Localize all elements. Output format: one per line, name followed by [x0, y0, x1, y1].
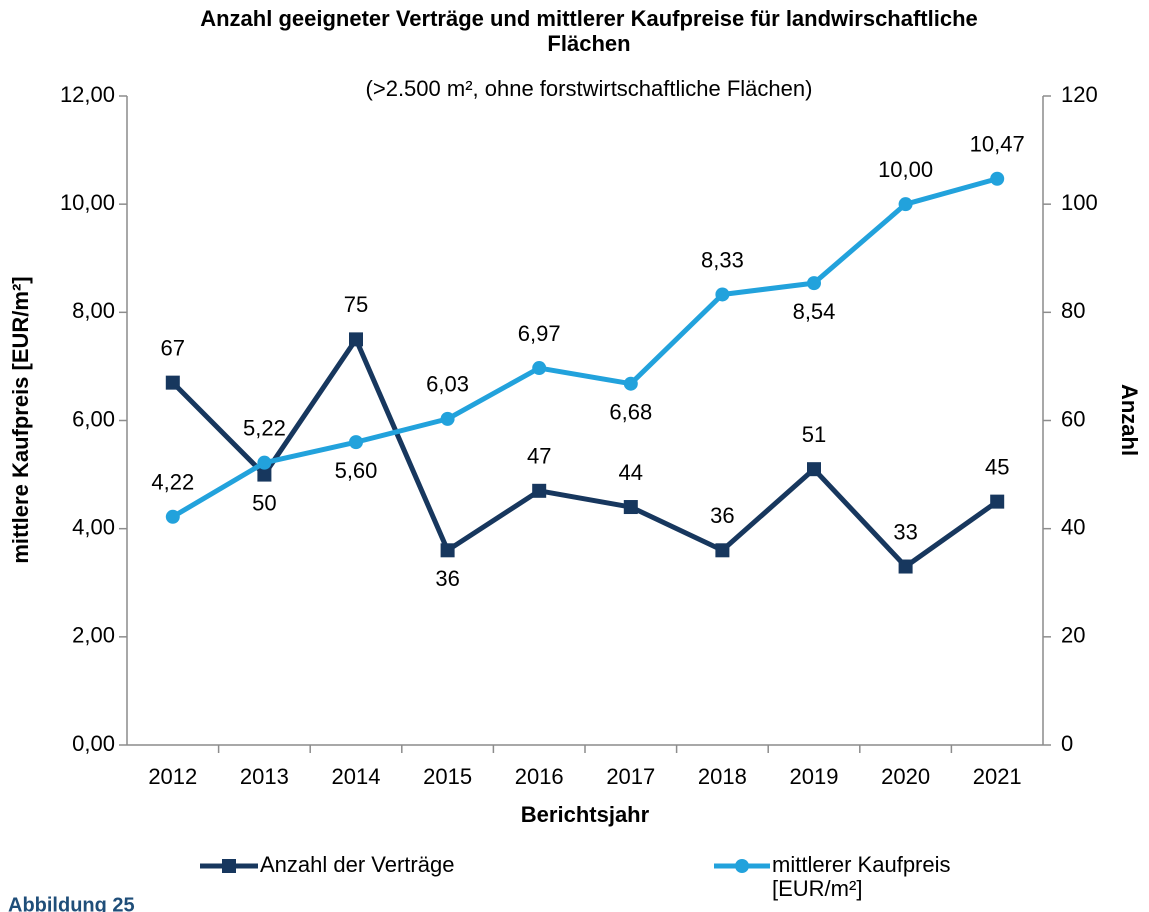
- y2-axis-label: Anzahl: [1117, 384, 1142, 456]
- y-tick-label: 8,00: [72, 298, 115, 323]
- x-tick-label: 2018: [698, 764, 747, 789]
- marker: [257, 455, 272, 470]
- marker: [440, 411, 455, 426]
- marker: [990, 171, 1005, 186]
- x-tick-label: 2013: [240, 764, 289, 789]
- series-line: [171, 336, 999, 570]
- y-axis-label: mittlere Kaufpreis [EUR/m²]: [8, 276, 33, 563]
- marker: [807, 276, 821, 291]
- marker: [222, 859, 236, 873]
- data-label: 75: [344, 292, 368, 317]
- marker: [715, 543, 730, 558]
- data-label: 8,33: [701, 247, 744, 272]
- data-label: 10,47: [970, 132, 1025, 157]
- marker: [898, 559, 913, 574]
- x-tick-label: 2014: [332, 764, 381, 789]
- marker: [349, 435, 363, 450]
- y2-tick-label: 100: [1061, 190, 1098, 215]
- x-tick-label: 2015: [423, 764, 472, 789]
- data-label: 36: [710, 503, 734, 528]
- x-tick-label: 2020: [881, 764, 930, 789]
- marker: [623, 500, 638, 515]
- marker: [623, 376, 638, 391]
- legend-label: mittlerer Kaufpreis [EUR/m²]: [772, 852, 951, 901]
- data-label: 47: [527, 444, 551, 469]
- data-label: 6,68: [609, 400, 652, 425]
- caption: Abbildung 25: [8, 894, 135, 912]
- data-label: 51: [802, 422, 826, 447]
- data-label: 44: [619, 460, 643, 485]
- x-tick-label: 2012: [148, 764, 197, 789]
- y2-tick-label: 0: [1061, 731, 1073, 756]
- marker: [440, 543, 455, 558]
- y2-tick-label: 40: [1061, 514, 1085, 539]
- data-label: 33: [893, 519, 917, 544]
- marker: [807, 462, 821, 477]
- x-tick-label: 2017: [606, 764, 655, 789]
- data-label: 67: [161, 335, 185, 360]
- y2-tick-label: 20: [1061, 623, 1085, 648]
- marker: [898, 197, 913, 212]
- marker: [165, 375, 180, 390]
- x-tick-label: 2021: [973, 764, 1022, 789]
- marker: [715, 287, 730, 302]
- y-tick-label: 0,00: [72, 731, 115, 756]
- marker: [532, 483, 547, 498]
- data-label: 45: [985, 454, 1009, 479]
- y-tick-label: 10,00: [60, 190, 115, 215]
- y2-tick-label: 120: [1061, 82, 1098, 107]
- x-tick-label: 2019: [790, 764, 839, 789]
- marker: [165, 509, 180, 524]
- chart-title: Anzahl geeigneter Verträge und mittlerer…: [200, 6, 978, 56]
- data-label: 5,60: [335, 458, 378, 483]
- data-label: 10,00: [878, 157, 933, 182]
- data-label: 5,22: [243, 415, 286, 440]
- chart-subtitle: (>2.500 m², ohne forstwirtschaftliche Fl…: [365, 76, 813, 101]
- y-tick-label: 2,00: [72, 623, 115, 648]
- data-label: 6,97: [518, 321, 561, 346]
- y2-tick-label: 60: [1061, 406, 1085, 431]
- data-label: 8,54: [793, 299, 836, 324]
- y-tick-label: 6,00: [72, 406, 115, 431]
- x-tick-label: 2016: [515, 764, 564, 789]
- data-label: 4,22: [151, 470, 194, 495]
- marker: [990, 494, 1005, 509]
- marker: [532, 361, 547, 376]
- y2-tick-label: 80: [1061, 298, 1085, 323]
- marker: [735, 859, 749, 873]
- y-tick-label: 12,00: [60, 82, 115, 107]
- data-label: 36: [435, 566, 459, 591]
- marker: [257, 467, 272, 482]
- data-label: 50: [252, 490, 276, 515]
- x-axis-label: Berichtsjahr: [521, 802, 650, 827]
- data-label: 6,03: [426, 372, 469, 397]
- marker: [349, 332, 363, 347]
- y-tick-label: 4,00: [72, 514, 115, 539]
- legend-label: Anzahl der Verträge: [260, 852, 455, 877]
- series-line: [171, 176, 998, 519]
